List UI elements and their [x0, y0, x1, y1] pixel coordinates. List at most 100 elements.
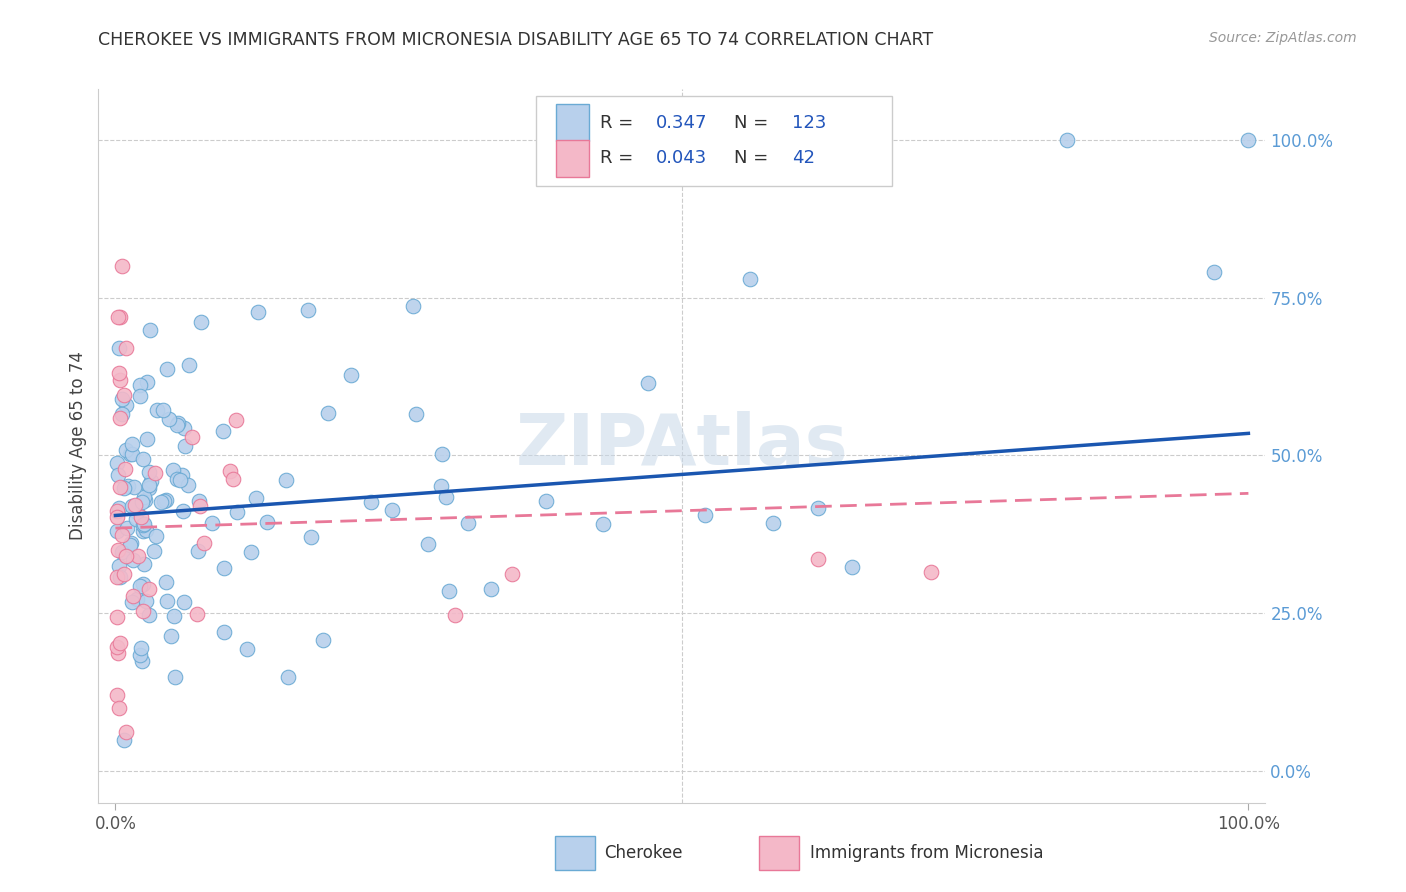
Point — [501, 566, 523, 581]
Text: N =: N = — [734, 114, 775, 132]
Point — [173, 421, 195, 435]
Point — [136, 376, 159, 390]
Point — [434, 490, 457, 504]
Point — [118, 447, 141, 461]
Point — [131, 524, 153, 538]
Text: 0.043: 0.043 — [657, 150, 707, 168]
Point — [201, 516, 224, 531]
Point — [173, 594, 195, 608]
Point — [416, 536, 439, 550]
Point — [193, 536, 215, 550]
Point — [807, 500, 830, 515]
Point — [111, 544, 134, 558]
Point — [139, 323, 162, 337]
FancyBboxPatch shape — [555, 104, 589, 141]
Point — [163, 670, 186, 684]
Point — [111, 392, 134, 407]
Text: 123: 123 — [792, 114, 825, 132]
Point — [111, 528, 134, 542]
Point — [127, 549, 149, 563]
Point — [121, 499, 143, 513]
Point — [807, 552, 830, 566]
Point — [108, 310, 131, 324]
Point — [145, 529, 167, 543]
Point — [218, 464, 240, 478]
Point — [138, 608, 160, 623]
Point — [138, 582, 160, 597]
Point — [128, 389, 150, 403]
Point — [105, 524, 128, 539]
Point — [115, 549, 138, 563]
Point — [129, 641, 152, 656]
Point — [120, 536, 142, 550]
Point — [135, 432, 157, 446]
Text: ZIPAtlas: ZIPAtlas — [516, 411, 848, 481]
Point — [1056, 133, 1078, 147]
Point — [105, 570, 128, 584]
Point — [340, 368, 363, 382]
Point — [125, 512, 148, 526]
Text: CHEROKEE VS IMMIGRANTS FROM MICRONESIA DISABILITY AGE 65 TO 74 CORRELATION CHART: CHEROKEE VS IMMIGRANTS FROM MICRONESIA D… — [98, 31, 934, 49]
Point — [179, 358, 201, 372]
Point — [479, 582, 502, 597]
Y-axis label: Disability Age 65 to 74: Disability Age 65 to 74 — [69, 351, 87, 541]
Point — [122, 553, 145, 567]
Point — [107, 509, 129, 524]
Point — [430, 447, 453, 461]
Point — [110, 259, 132, 273]
Point — [429, 478, 451, 492]
Point — [132, 604, 155, 618]
Point — [132, 577, 155, 591]
Point — [190, 315, 212, 329]
Point — [246, 305, 269, 319]
Point — [256, 515, 278, 529]
Point — [110, 373, 132, 387]
Point — [162, 462, 184, 476]
Point — [212, 625, 235, 640]
FancyBboxPatch shape — [555, 140, 589, 177]
Point — [117, 479, 139, 493]
Point — [637, 376, 659, 390]
Point — [118, 538, 141, 552]
Point — [138, 466, 160, 480]
Point — [107, 366, 129, 380]
Point — [920, 566, 942, 580]
Point — [166, 471, 188, 485]
Point — [107, 467, 129, 482]
Point — [124, 480, 146, 494]
Point — [125, 505, 148, 519]
Point — [131, 654, 153, 668]
Point — [401, 299, 423, 313]
Point — [360, 495, 382, 509]
Point — [128, 579, 150, 593]
Point — [115, 442, 138, 457]
Point — [112, 388, 135, 402]
Point — [121, 447, 143, 461]
FancyBboxPatch shape — [536, 96, 891, 186]
Point — [187, 493, 209, 508]
Point — [124, 500, 146, 515]
Point — [105, 609, 128, 624]
Point — [1204, 265, 1226, 279]
Point — [312, 632, 335, 647]
Point — [405, 407, 427, 421]
Point — [245, 491, 267, 505]
Point — [115, 725, 138, 739]
Point — [134, 492, 156, 507]
Point — [121, 437, 143, 451]
Point — [276, 473, 298, 487]
Point — [110, 636, 132, 650]
Point — [153, 494, 176, 508]
Point — [132, 558, 155, 572]
Point — [146, 403, 169, 417]
Point — [128, 377, 150, 392]
Point — [121, 595, 143, 609]
Point — [180, 430, 202, 444]
Point — [176, 478, 198, 492]
Point — [108, 569, 131, 583]
Point — [127, 592, 149, 607]
Text: 42: 42 — [792, 150, 814, 168]
Point — [297, 302, 319, 317]
Point — [174, 439, 197, 453]
Point — [132, 490, 155, 504]
